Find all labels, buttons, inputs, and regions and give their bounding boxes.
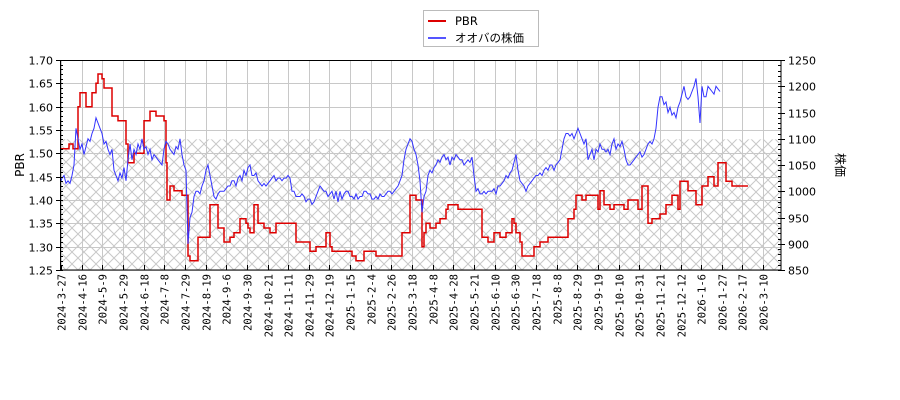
svg-text:2026-3-10: 2026-3-10 <box>759 274 771 331</box>
svg-text:2025-8-29: 2025-8-29 <box>573 274 585 331</box>
svg-text:1.60: 1.60 <box>29 102 54 115</box>
svg-text:2024-5-9: 2024-5-9 <box>98 274 110 325</box>
svg-text:2025-4-28: 2025-4-28 <box>449 274 461 331</box>
svg-text:2025-2-4: 2025-2-4 <box>367 274 379 325</box>
legend-label-pbr: PBR <box>455 14 478 28</box>
svg-text:2024-10-21: 2024-10-21 <box>264 274 276 337</box>
svg-text:1.65: 1.65 <box>29 78 54 91</box>
svg-text:1.30: 1.30 <box>29 242 54 255</box>
svg-text:850: 850 <box>788 265 809 278</box>
svg-text:2025-11-21: 2025-11-21 <box>656 274 668 337</box>
svg-text:900: 900 <box>788 239 809 252</box>
svg-text:1.45: 1.45 <box>29 172 54 185</box>
y-axis-left: 1.25 1.30 1.35 1.40 1.45 1.50 1.55 1.60 1.65 1.70 <box>29 55 63 278</box>
svg-text:2024-4-16: 2024-4-16 <box>78 274 90 331</box>
legend-swatch-price <box>428 37 446 39</box>
svg-text:2025-4-8: 2025-4-8 <box>429 274 441 325</box>
svg-text:1.50: 1.50 <box>29 148 54 161</box>
svg-text:2024-9-30: 2024-9-30 <box>243 274 255 331</box>
legend-item-price: オオバの株価 <box>428 30 524 46</box>
svg-text:2024-11-11: 2024-11-11 <box>284 274 296 337</box>
svg-text:2025-8-8: 2025-8-8 <box>553 274 565 325</box>
svg-text:2025-12-12: 2025-12-12 <box>677 274 689 337</box>
svg-text:2026-1-6: 2026-1-6 <box>697 274 709 325</box>
svg-text:1150: 1150 <box>788 108 816 121</box>
svg-text:950: 950 <box>788 213 809 226</box>
svg-text:2025-10-10: 2025-10-10 <box>615 274 627 337</box>
svg-text:2025-3-18: 2025-3-18 <box>408 274 420 331</box>
y-axis-right: 850 900 950 1000 1050 1100 1150 1200 1250 <box>778 55 816 278</box>
svg-text:1.25: 1.25 <box>29 265 54 278</box>
svg-text:1.70: 1.70 <box>29 55 54 68</box>
svg-text:2024-7-29: 2024-7-29 <box>181 274 193 331</box>
svg-text:2024-6-18: 2024-6-18 <box>140 274 152 331</box>
svg-text:1250: 1250 <box>788 55 816 68</box>
svg-text:2024-7-8: 2024-7-8 <box>160 274 172 325</box>
svg-text:2025-10-31: 2025-10-31 <box>635 274 647 337</box>
svg-text:1100: 1100 <box>788 134 816 147</box>
svg-text:2025-6-30: 2025-6-30 <box>511 274 523 331</box>
svg-text:2024-11-29: 2024-11-29 <box>305 274 317 337</box>
svg-text:2024-12-19: 2024-12-19 <box>325 274 337 337</box>
y-axis-left-label: PBR <box>13 153 27 177</box>
y-axis-right-label: 株価 <box>833 153 848 177</box>
svg-text:2026-2-17: 2026-2-17 <box>738 274 750 331</box>
svg-text:2026-1-27: 2026-1-27 <box>718 274 730 331</box>
svg-text:1200: 1200 <box>788 81 816 94</box>
svg-text:2025-7-18: 2025-7-18 <box>532 274 544 331</box>
svg-text:1.35: 1.35 <box>29 218 54 231</box>
legend-label-price: オオバの株価 <box>455 31 524 45</box>
series-lines <box>60 73 748 262</box>
svg-text:1000: 1000 <box>788 186 816 199</box>
svg-text:1.40: 1.40 <box>29 195 54 208</box>
svg-text:2024-9-6: 2024-9-6 <box>222 274 234 325</box>
svg-text:2024-3-27: 2024-3-27 <box>57 274 69 331</box>
chart-legend: PBR オオバの株価 <box>423 10 539 47</box>
svg-text:2024-8-19: 2024-8-19 <box>202 274 214 331</box>
svg-text:2025-6-10: 2025-6-10 <box>491 274 503 331</box>
legend-item-pbr: PBR <box>428 13 478 29</box>
svg-text:2025-5-21: 2025-5-21 <box>470 274 482 331</box>
shaded-band <box>60 139 781 270</box>
svg-text:2024-5-29: 2024-5-29 <box>119 274 131 331</box>
svg-text:1.55: 1.55 <box>29 125 54 138</box>
svg-text:2025-1-15: 2025-1-15 <box>346 274 358 331</box>
x-axis: 2024-3-27 2024-4-16 2024-5-9 2024-5-29 2024-… <box>57 265 771 337</box>
svg-text:2025-2-26: 2025-2-26 <box>387 274 399 331</box>
svg-text:1050: 1050 <box>788 160 816 173</box>
svg-text:2025-9-19: 2025-9-19 <box>594 274 606 331</box>
legend-swatch-pbr <box>428 20 446 22</box>
